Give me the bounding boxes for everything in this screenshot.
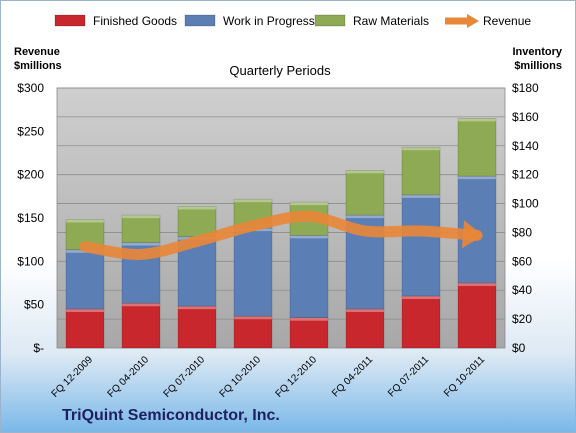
bar-work-in-progress: [289, 235, 329, 318]
right-tick-label: $180: [512, 81, 539, 95]
bar-finished-goods: [177, 305, 217, 349]
right-tick-label: $20: [512, 312, 532, 326]
right-tick-label: $60: [512, 254, 532, 268]
bar-highlight: [178, 306, 216, 310]
bar-highlight: [122, 303, 160, 307]
left-tick-label: $50: [24, 298, 44, 312]
bar-finished-goods: [401, 295, 441, 349]
bar-highlight: [346, 170, 384, 174]
bar-finished-goods: [345, 308, 385, 349]
left-axis-ticks: $- $50 $100 $150 $200 $250 $300: [17, 81, 44, 355]
bar-highlight: [122, 242, 160, 246]
bar-highlight: [178, 206, 216, 210]
left-axis-label-line2: $millions: [14, 60, 62, 72]
bar-raw-materials: [177, 206, 217, 238]
bar-highlight: [402, 296, 440, 299]
x-tick-label: FQ 12-2010: [274, 354, 320, 400]
left-tick-label: $200: [17, 168, 44, 182]
legend-arrow: [467, 14, 479, 28]
right-tick-label: $80: [512, 225, 532, 239]
bar-highlight: [346, 309, 384, 312]
x-tick-label: FQ 04-2011: [330, 354, 375, 399]
bar-raw-materials: [345, 170, 385, 216]
bar-raw-materials: [457, 118, 497, 177]
legend-label: Work in Progress: [223, 14, 315, 28]
bar-work-in-progress: [401, 194, 441, 297]
x-axis-ticks: FQ 12-2009 FQ 04-2010 FQ 07-2010 FQ 10-2010…: [50, 354, 488, 400]
bar-highlight: [66, 309, 104, 312]
bar-finished-goods: [233, 315, 273, 349]
bar-highlight: [122, 215, 160, 219]
left-tick-label: $250: [17, 124, 44, 138]
legend-label: Finished Goods: [93, 14, 177, 28]
right-tick-label: $120: [512, 168, 539, 182]
x-tick-label: FQ 04-2010: [106, 354, 152, 400]
bar-highlight: [402, 194, 440, 198]
bar-work-in-progress: [65, 249, 105, 310]
left-axis-label-line1: Revenue: [14, 46, 60, 58]
right-axis-ticks: $0 $20 $40 $60 $80 $100 $120 $140 $160 $180: [512, 81, 539, 355]
x-tick-label: FQ 12-2009: [50, 354, 96, 400]
x-tick-label: FQ 10-2010: [218, 354, 264, 400]
bar-highlight: [458, 283, 496, 286]
bar-highlight: [458, 176, 496, 180]
right-tick-label: $100: [512, 197, 539, 211]
right-tick-label: $140: [512, 139, 539, 153]
bar-work-in-progress: [233, 227, 273, 317]
bar-highlight: [458, 118, 496, 122]
bar-highlight: [234, 199, 272, 203]
bar-finished-goods: [121, 302, 161, 349]
revenue-line-path: [79, 210, 483, 260]
company-name: TriQuint Semiconductor, Inc.: [62, 407, 280, 424]
revenue-arrowhead: [461, 220, 483, 249]
bar-highlight: [66, 219, 104, 223]
bar-highlight: [234, 316, 272, 320]
bar-raw-materials: [401, 146, 441, 196]
chart-title: Quarterly Periods: [229, 63, 331, 78]
left-tick-label: $300: [17, 81, 44, 95]
legend-swatch: [54, 14, 86, 27]
bar-finished-goods: [65, 308, 105, 349]
legend: Finished Goods Work in Progress Raw Materi…: [54, 14, 531, 28]
legend-label: Revenue: [483, 14, 531, 28]
bar-highlight: [402, 147, 440, 151]
bar-highlight: [290, 202, 328, 206]
bar-highlight: [290, 317, 328, 321]
legend-label: Raw Materials: [353, 14, 429, 28]
right-tick-label: $160: [512, 110, 539, 124]
bar-finished-goods: [289, 317, 329, 349]
right-axis-label-line2: $millions: [514, 60, 562, 72]
bar-raw-materials: [121, 214, 161, 243]
left-tick-label: $-: [33, 341, 44, 355]
revenue-line: [79, 210, 483, 260]
x-tick-label: FQ 07-2011: [386, 354, 431, 399]
x-tick-label: FQ 07-2010: [162, 354, 208, 400]
right-axis-label-line1: Inventory: [512, 46, 562, 58]
legend-swatch: [184, 14, 216, 27]
legend-swatch: [314, 14, 346, 27]
right-tick-label: $0: [512, 341, 526, 355]
bar-finished-goods: [457, 282, 497, 349]
x-tick-label: FQ 10-2011: [442, 354, 487, 399]
bar-highlight: [290, 235, 328, 239]
bar-highlight: [346, 215, 384, 219]
left-tick-label: $100: [17, 254, 44, 268]
left-tick-label: $150: [17, 211, 44, 225]
right-tick-label: $40: [512, 283, 532, 297]
